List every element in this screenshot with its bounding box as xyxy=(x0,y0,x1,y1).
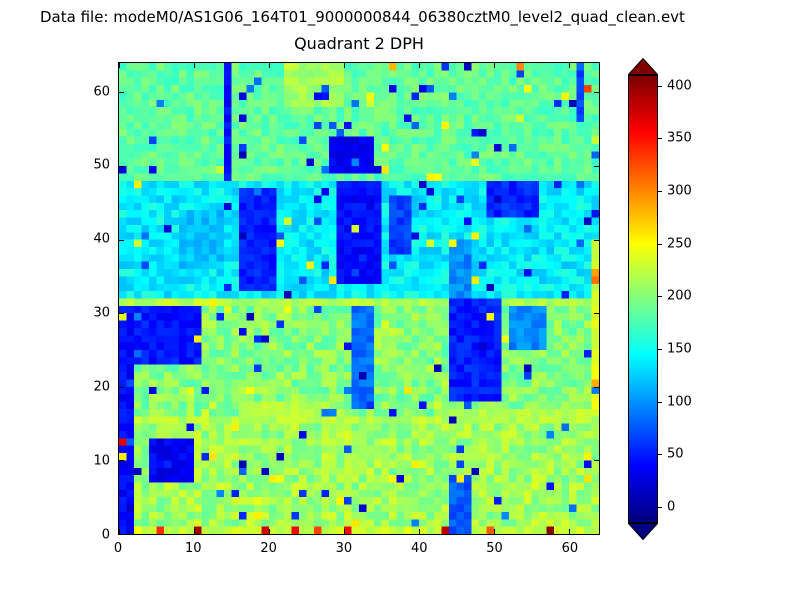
y-tick-label: 40 xyxy=(93,231,110,247)
heatmap-canvas xyxy=(119,63,599,534)
y-tick-label: 0 xyxy=(101,527,110,543)
colorbar-tick-mark xyxy=(658,507,662,509)
colorbar-tick-mark xyxy=(658,349,662,351)
colorbar-extend-top xyxy=(628,58,658,75)
x-tick-mark xyxy=(494,529,495,534)
x-tick-mark xyxy=(194,63,195,68)
y-tick-mark xyxy=(119,534,124,535)
x-tick-mark xyxy=(269,529,270,534)
colorbar-tick-label: 400 xyxy=(667,78,692,94)
y-tick-mark xyxy=(594,92,599,94)
y-tick-label: 20 xyxy=(93,379,110,395)
x-tick-label: 0 xyxy=(113,541,123,556)
x-tick-label: 40 xyxy=(410,541,428,556)
x-tick-mark xyxy=(344,63,345,68)
y-tick-mark xyxy=(594,313,599,315)
colorbar-tick-label: 350 xyxy=(667,130,692,146)
chart-title: Quadrant 2 DPH xyxy=(294,34,424,53)
y-tick-label: 50 xyxy=(93,157,110,173)
colorbar-tick-mark xyxy=(658,190,662,192)
x-tick-label: 10 xyxy=(185,541,202,556)
colorbar-tick-label: 0 xyxy=(667,499,676,515)
x-tick-mark xyxy=(119,63,120,68)
y-tick-mark xyxy=(119,166,124,168)
colorbar-tick-label: 100 xyxy=(667,394,692,410)
colorbar-tick-mark xyxy=(658,243,662,245)
colorbar-tick-label: 300 xyxy=(667,183,692,199)
y-tick-mark xyxy=(594,386,599,388)
y-tick-label: 30 xyxy=(93,305,110,321)
colorbar-tick-mark xyxy=(658,138,662,140)
colorbar-tick-label: 50 xyxy=(667,446,684,462)
x-tick-mark xyxy=(569,63,570,68)
x-tick-label: 50 xyxy=(486,541,503,556)
colorbar-gradient xyxy=(628,75,658,523)
x-tick-mark xyxy=(494,63,495,68)
colorbar-tick-label: 150 xyxy=(667,341,692,357)
y-tick-mark xyxy=(594,239,599,241)
x-tick-mark xyxy=(269,63,270,68)
colorbar-tick-mark xyxy=(658,296,662,298)
x-tick-label: 30 xyxy=(335,541,353,556)
x-tick-mark xyxy=(119,529,120,534)
x-tick-label: 20 xyxy=(260,541,277,556)
y-tick-mark xyxy=(594,166,599,168)
y-tick-mark xyxy=(119,239,124,241)
y-tick-label: 10 xyxy=(93,453,110,469)
x-tick-mark xyxy=(419,529,420,534)
y-tick-mark xyxy=(119,460,124,462)
colorbar-tick-mark xyxy=(658,401,662,403)
colorbar-tick-mark xyxy=(658,85,662,87)
datafile-label: Data file: modeM0/AS1G06_164T01_90000008… xyxy=(40,8,685,26)
x-tick-mark xyxy=(419,63,420,68)
y-tick-mark xyxy=(119,313,124,315)
x-tick-label: 60 xyxy=(561,541,579,556)
colorbar-tick-label: 200 xyxy=(667,288,692,304)
y-tick-label: 60 xyxy=(93,84,110,100)
x-tick-mark xyxy=(194,529,195,534)
y-tick-mark xyxy=(119,92,124,94)
y-tick-mark xyxy=(119,386,124,388)
colorbar-tick-label: 250 xyxy=(667,236,692,252)
plot-area xyxy=(118,62,600,535)
y-tick-mark xyxy=(594,460,599,462)
x-tick-mark xyxy=(569,529,570,534)
x-tick-mark xyxy=(344,529,345,534)
y-tick-mark xyxy=(594,534,599,535)
colorbar-tick-mark xyxy=(658,454,662,456)
colorbar-canvas xyxy=(629,76,657,522)
colorbar-extend-bottom xyxy=(628,523,658,540)
